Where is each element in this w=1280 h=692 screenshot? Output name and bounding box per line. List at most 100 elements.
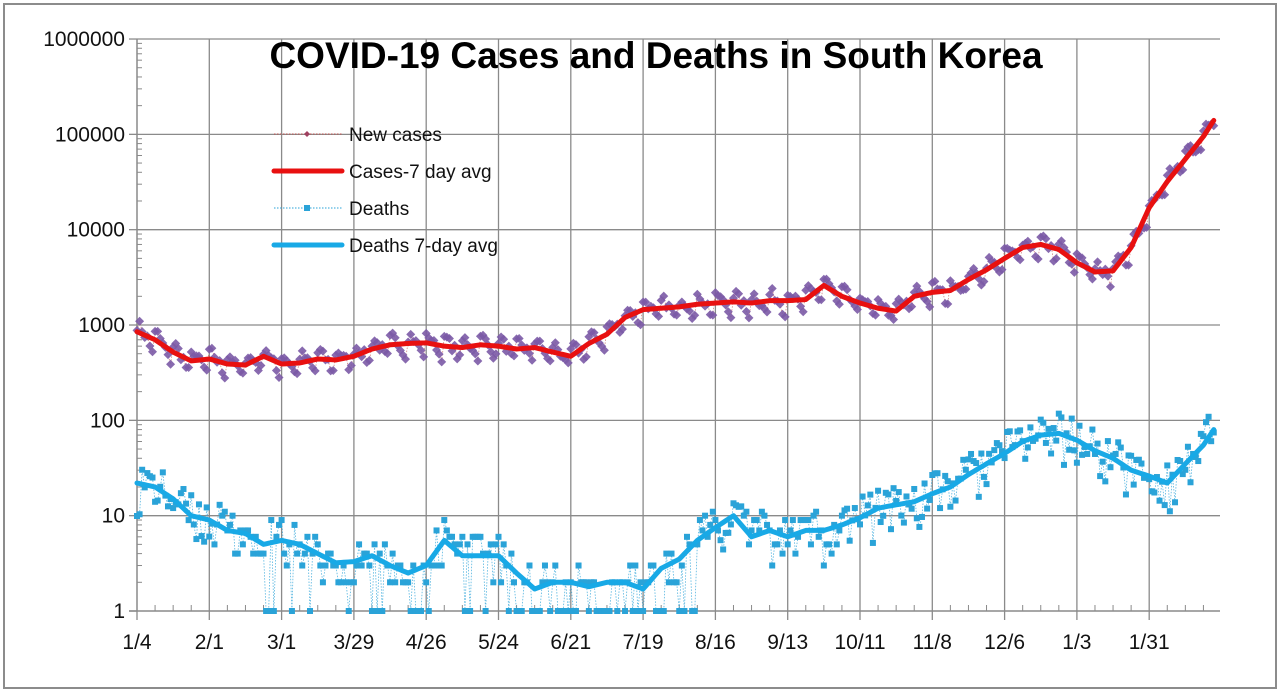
deaths-point: [864, 502, 871, 509]
deaths-point: [634, 608, 641, 614]
deaths-point: [368, 608, 375, 614]
new-cases-point: [382, 349, 392, 359]
deaths-point: [405, 579, 412, 586]
deaths-point: [1161, 502, 1168, 509]
deaths-point: [663, 550, 670, 557]
new-cases-point: [499, 334, 509, 344]
new-cases-point: [207, 343, 217, 353]
new-cases-point: [852, 305, 862, 315]
x-tick-labels: 1/4 2/1 3/1 3/29 4/26 5/24 6/21 7/19 8/16 9/13 10/…: [122, 631, 1169, 654]
deaths-point: [676, 608, 683, 614]
deaths-point: [1135, 456, 1142, 463]
deaths-point: [283, 562, 290, 569]
new-cases-point: [535, 336, 545, 346]
deaths-point: [1022, 455, 1029, 462]
y-tick-label: 1: [113, 600, 125, 623]
deaths-point: [810, 512, 817, 519]
deaths-point: [591, 579, 598, 586]
deaths-point: [776, 527, 783, 534]
new-cases-point: [297, 346, 307, 356]
deaths-point: [632, 562, 639, 569]
deaths-point: [1066, 446, 1073, 453]
deaths-point: [345, 608, 352, 614]
deaths-point: [327, 550, 334, 557]
deaths-point: [291, 521, 298, 528]
new-cases-point: [455, 350, 465, 360]
deaths-point: [451, 541, 458, 548]
deaths-point: [294, 550, 301, 557]
deaths-point: [1024, 444, 1031, 451]
new-cases-point: [460, 333, 470, 343]
deaths-point: [299, 562, 306, 569]
deaths-point: [748, 527, 755, 534]
deaths-point: [694, 541, 701, 548]
deaths-point: [898, 512, 905, 519]
deaths-point: [1053, 437, 1060, 444]
x-tick-label: 12/6: [984, 631, 1025, 654]
new-cases-point: [685, 306, 695, 316]
new-cases-line: [136, 123, 1214, 380]
deaths-point: [276, 521, 283, 528]
new-cases-point: [1015, 255, 1025, 265]
deaths-point: [154, 497, 161, 504]
deaths-point: [1104, 438, 1111, 445]
deaths-point: [717, 537, 724, 544]
deaths-point: [1084, 450, 1091, 457]
new-cases-point: [961, 284, 971, 294]
deaths-point: [144, 470, 151, 477]
deaths-point: [702, 512, 709, 519]
deaths-point: [779, 550, 786, 557]
new-cases-point: [571, 340, 581, 350]
deaths-point: [139, 466, 146, 473]
new-cases-point: [310, 366, 320, 376]
deaths-point: [423, 579, 430, 586]
new-cases-point: [762, 307, 772, 317]
deaths-point: [1146, 476, 1153, 483]
deaths-point: [1205, 413, 1212, 420]
new-cases-point: [406, 329, 416, 339]
x-tick-label: 3/29: [333, 631, 374, 654]
deaths-point: [376, 550, 383, 557]
new-cases-point: [780, 312, 790, 322]
deaths-point: [198, 533, 205, 540]
deaths-point: [740, 512, 747, 519]
deaths-point: [877, 519, 884, 526]
new-cases-point: [798, 307, 808, 317]
new-cases-point: [1105, 282, 1115, 292]
legend-label: Deaths: [349, 199, 409, 220]
new-cases-point: [1142, 222, 1152, 232]
deaths-point: [536, 608, 543, 614]
deaths-point: [650, 562, 657, 569]
deaths-point: [379, 608, 386, 614]
deaths-point: [844, 505, 851, 512]
deaths-point: [859, 493, 866, 500]
deaths-point: [226, 521, 233, 528]
new-cases-point: [1093, 257, 1103, 267]
new-cases-point: [491, 349, 501, 359]
new-cases-point: [997, 265, 1007, 275]
deaths-point: [944, 478, 951, 485]
new-cases-point: [842, 285, 852, 295]
deaths-point: [407, 608, 414, 614]
new-cases-point: [434, 349, 444, 359]
legend-deaths-marker: [304, 205, 310, 211]
deaths-point: [332, 562, 339, 569]
deaths-point: [924, 505, 931, 512]
legend-new-cases-marker: [304, 131, 310, 137]
new-cases-point: [930, 276, 940, 286]
deaths-point: [1179, 471, 1186, 478]
deaths-point: [307, 608, 314, 614]
deaths-point: [782, 517, 789, 524]
deaths-point: [477, 533, 484, 540]
x-tick-label: 10/11: [835, 631, 886, 654]
deaths-point: [203, 504, 210, 511]
x-tick-label: 11/8: [913, 631, 952, 654]
deaths-point: [1112, 450, 1119, 457]
deaths-point: [508, 550, 515, 557]
deaths-point: [1063, 430, 1070, 437]
deaths-point: [583, 579, 590, 586]
new-cases-point: [390, 333, 400, 343]
new-cases-point: [749, 289, 759, 299]
deaths-point: [745, 541, 752, 548]
new-cases-point: [220, 373, 230, 383]
